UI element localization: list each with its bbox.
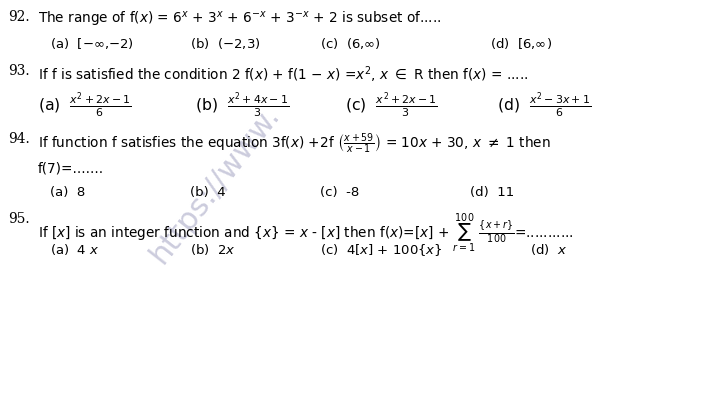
Text: (c)  (6,$\infty$): (c) (6,$\infty$) <box>320 36 381 51</box>
Text: If [$x$] is an integer function and {$x$} = $x$ - [$x$] then f($x$)=[$x$] + $\su: If [$x$] is an integer function and {$x$… <box>38 212 573 255</box>
Text: (b)  ($-$2,3): (b) ($-$2,3) <box>190 36 261 51</box>
Text: (d)  $x$: (d) $x$ <box>530 242 567 257</box>
Text: 94.: 94. <box>8 132 30 146</box>
Text: 95.: 95. <box>8 212 30 226</box>
Text: (c)  -8: (c) -8 <box>320 186 359 199</box>
Text: (b)  $\frac{x^2+4x-1}{3}$: (b) $\frac{x^2+4x-1}{3}$ <box>195 90 289 120</box>
Text: (a)  8: (a) 8 <box>50 186 85 199</box>
Text: (a)  $\frac{x^2+2x-1}{6}$: (a) $\frac{x^2+2x-1}{6}$ <box>38 90 132 120</box>
Text: (a)  4 $x$: (a) 4 $x$ <box>50 242 99 257</box>
Text: (d)  11: (d) 11 <box>470 186 514 199</box>
Text: (b)  2$x$: (b) 2$x$ <box>190 242 235 257</box>
Text: (b)  4: (b) 4 <box>190 186 226 199</box>
Text: (d)  [6,$\infty$): (d) [6,$\infty$) <box>490 36 552 51</box>
Text: https://www.: https://www. <box>145 101 285 269</box>
Text: (d)  $\frac{x^2-3x+1}{6}$: (d) $\frac{x^2-3x+1}{6}$ <box>497 90 592 120</box>
Text: (c)  $\frac{x^2+2x-1}{3}$: (c) $\frac{x^2+2x-1}{3}$ <box>345 90 438 120</box>
Text: (c)  4[$x$] + 100{$x$}: (c) 4[$x$] + 100{$x$} <box>320 242 442 258</box>
Text: f(7)=.......: f(7)=....... <box>38 162 104 176</box>
Text: If f is satisfied the condition 2 f($x$) + f(1 $-$ $x$) =$x^2$, $x$ $\in$ R then: If f is satisfied the condition 2 f($x$)… <box>38 64 529 85</box>
Text: If function f satisfies the equation 3f($x$) +2f $\left(\frac{x+59}{x-1}\right)$: If function f satisfies the equation 3f(… <box>38 132 551 156</box>
Text: 92.: 92. <box>8 10 30 24</box>
Text: The range of f($x$) = 6$^x$ + 3$^x$ + 6$^{-x}$ + 3$^{-x}$ + 2 is subset of.....: The range of f($x$) = 6$^x$ + 3$^x$ + 6$… <box>38 10 442 29</box>
Text: (a)  [$-\infty$,$-$2): (a) [$-\infty$,$-$2) <box>50 36 134 51</box>
Text: 93.: 93. <box>8 64 30 78</box>
